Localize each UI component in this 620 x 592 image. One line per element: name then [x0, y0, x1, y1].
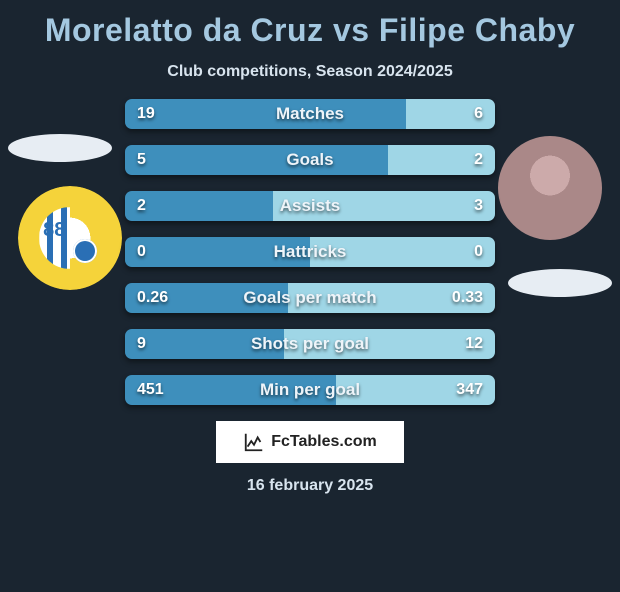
- page-subtitle: Club competitions, Season 2024/2025: [0, 63, 620, 81]
- stat-value-right: 0.33: [452, 283, 483, 313]
- right-player-avatar: [498, 136, 602, 240]
- right-ellipse-decoration: [508, 269, 612, 297]
- brand-logo-box: FcTables.com: [216, 421, 404, 463]
- stat-bar-left: [125, 191, 273, 221]
- stat-value-right: 2: [474, 145, 483, 175]
- stat-row: 9 Shots per goal 12: [125, 329, 495, 359]
- stat-value-left: 5: [137, 145, 146, 175]
- brand-text: FcTables.com: [271, 433, 377, 451]
- stat-row: 19 Matches 6: [125, 99, 495, 129]
- stat-row: 0.26 Goals per match 0.33: [125, 283, 495, 313]
- badge-number: 88: [43, 219, 65, 242]
- stat-bar-right: [310, 237, 495, 267]
- stat-value-left: 0: [137, 237, 146, 267]
- stat-value-left: 451: [137, 375, 164, 405]
- stat-row: 451 Min per goal 347: [125, 375, 495, 405]
- stat-value-right: 347: [456, 375, 483, 405]
- page-date: 16 february 2025: [0, 477, 620, 495]
- stat-row: 2 Assists 3: [125, 191, 495, 221]
- stat-bar-left: [125, 237, 310, 267]
- club-badge: 88: [18, 186, 122, 290]
- page-title: Morelatto da Cruz vs Filipe Chaby: [0, 12, 620, 49]
- stat-value-left: 19: [137, 99, 155, 129]
- stat-value-right: 12: [465, 329, 483, 359]
- stat-value-left: 9: [137, 329, 146, 359]
- left-ellipse-decoration: [8, 134, 112, 162]
- stat-row: 0 Hattricks 0: [125, 237, 495, 267]
- stat-value-right: 3: [474, 191, 483, 221]
- stat-bar-right: [273, 191, 495, 221]
- left-player-avatar: 88: [18, 186, 122, 290]
- chart-icon: [243, 431, 265, 453]
- stat-bar-left: [125, 145, 388, 175]
- stat-value-right: 0: [474, 237, 483, 267]
- stat-value-left: 2: [137, 191, 146, 221]
- badge-ball-icon: [73, 239, 97, 263]
- stat-bar-right: [284, 329, 495, 359]
- stat-bar-left: [125, 99, 406, 129]
- stat-value-left: 0.26: [137, 283, 168, 313]
- stat-value-right: 6: [474, 99, 483, 129]
- stat-bar-left: [125, 329, 284, 359]
- stat-row: 5 Goals 2: [125, 145, 495, 175]
- player-photo-placeholder: [498, 136, 602, 240]
- stats-container: 19 Matches 6 5 Goals 2 2 Assists 3 0 Hat…: [125, 99, 495, 405]
